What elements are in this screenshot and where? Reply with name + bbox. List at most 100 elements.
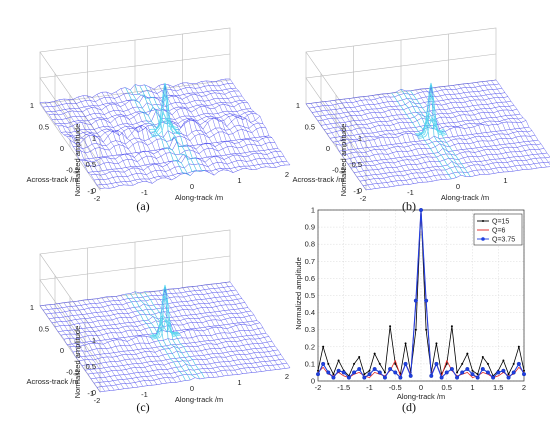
- surface-mesh-col: [54, 304, 115, 391]
- surface-mesh-col: [201, 81, 262, 168]
- series-point-q15: [414, 328, 417, 331]
- series-point-q375: [321, 361, 326, 366]
- surface-peak-line: [151, 296, 181, 339]
- surface-mesh-col: [320, 101, 381, 189]
- series-point-q15: [445, 362, 448, 365]
- series-point-q15: [322, 345, 325, 348]
- surface-mesh-col: [101, 297, 162, 384]
- series-point-q375: [501, 368, 506, 373]
- legend: Q=15 Q=6 Q=3.75: [473, 213, 523, 246]
- surface-peak-line: [152, 117, 181, 137]
- y-tick-label: 0: [311, 377, 315, 386]
- surface-mesh-col: [58, 303, 120, 390]
- surface-mesh-col: [372, 95, 433, 182]
- series-point-q375: [382, 375, 387, 380]
- x-tick-label: 1: [503, 176, 507, 185]
- surface-mesh-col: [196, 83, 257, 170]
- surface-mesh-col: [491, 80, 550, 166]
- y-tick-label: 0.2: [305, 342, 315, 351]
- surface-mesh-col: [462, 83, 523, 170]
- series-point-q15: [404, 342, 407, 345]
- series-point-q375: [316, 372, 321, 377]
- series-point-q375: [336, 368, 341, 373]
- x-tick-label: -2: [315, 383, 322, 392]
- y-tick-label: -0.5: [66, 166, 79, 175]
- surface-peak-line: [417, 94, 447, 138]
- series-point-q15: [317, 369, 319, 372]
- surface-mesh-col: [177, 288, 238, 375]
- z-tick-label: 1: [92, 134, 96, 143]
- series-point-q375: [434, 361, 439, 366]
- series-point-q375: [485, 370, 490, 375]
- surface-mesh-col: [210, 283, 272, 371]
- x-tick-label: 2: [522, 383, 526, 392]
- surface-mesh-col: [339, 99, 400, 186]
- surface-mesh-col: [182, 287, 243, 374]
- surface-mesh-col: [448, 85, 509, 172]
- legend-label: Q=6: [492, 228, 506, 235]
- y-tick-label: 0.9: [305, 223, 315, 232]
- surface-mesh-col: [348, 98, 409, 185]
- surface-mesh-col: [39, 305, 101, 393]
- surface-mesh-col: [220, 79, 281, 166]
- surface-mesh-col: [168, 288, 229, 376]
- surface-mesh-col: [310, 103, 371, 190]
- surface-mesh-col: [429, 88, 490, 175]
- x-tick-label: -0.5: [389, 383, 402, 392]
- z-tick-label: 0: [92, 388, 96, 397]
- y-tick-label: 1: [30, 303, 34, 312]
- z-axis-label: Normalized amplitude: [73, 124, 82, 197]
- surface-mesh-col: [63, 98, 124, 186]
- surface-mesh-col: [481, 81, 542, 168]
- surface-mesh-col: [225, 78, 286, 166]
- surface-mesh: [39, 281, 291, 393]
- y-tick-label: 0.5: [305, 291, 315, 300]
- series-point-q15: [512, 362, 515, 365]
- surface-mesh-col: [220, 282, 281, 370]
- series-point-q375: [439, 375, 444, 380]
- x-axis-label: Along-track /m: [175, 193, 223, 202]
- x-tick-label: 1: [237, 176, 241, 185]
- surface-peak-line: [150, 284, 180, 338]
- series-point-q375: [465, 367, 470, 372]
- y-axis-label: Normalized amplitude: [294, 257, 303, 330]
- x-tick-label: 1.5: [493, 383, 503, 392]
- series-point-q375: [496, 370, 501, 375]
- surface-mesh-col: [486, 80, 547, 168]
- x-tick-label: -2: [94, 194, 101, 203]
- series-point-q15: [456, 371, 459, 374]
- surface-mesh-col: [229, 281, 291, 368]
- y-tick-label: -1: [87, 187, 94, 196]
- series-point-q15: [507, 373, 510, 376]
- surface-mesh-col: [77, 96, 139, 184]
- surface-mesh-col: [120, 88, 181, 175]
- surface-mesh-col: [362, 96, 424, 183]
- series-point-q375: [506, 375, 511, 380]
- surface-mesh-col: [495, 79, 550, 158]
- surface-mesh: [305, 79, 550, 191]
- z-tick-label: 0.5: [86, 160, 96, 169]
- y-tick-label: 0: [326, 144, 330, 153]
- series-point-q375: [357, 367, 362, 372]
- y-tick-label: 0.1: [305, 359, 315, 368]
- surface-mesh-col: [44, 101, 105, 189]
- surface-mesh-col: [82, 95, 143, 182]
- surface-mesh-col: [201, 285, 262, 372]
- surface-peak-line: [149, 315, 178, 337]
- surface-mesh-col: [96, 298, 158, 385]
- surface-mesh-col: [334, 100, 395, 187]
- surface-mesh-col: [49, 102, 110, 189]
- series-point-q15: [373, 352, 376, 355]
- surface-mesh-col: [177, 84, 238, 171]
- surface-mesh-col: [187, 82, 248, 169]
- series-point-q375: [331, 375, 336, 380]
- surface-mesh-col: [215, 81, 276, 168]
- series-point-q375: [480, 367, 485, 372]
- surface-mesh-col: [210, 81, 272, 168]
- y-tick-label: 0: [60, 144, 64, 153]
- x-tick-label: -1.5: [337, 383, 350, 392]
- series-point-q375: [372, 367, 377, 372]
- surface-mesh-col: [49, 304, 110, 391]
- surface-peak-line: [416, 82, 446, 137]
